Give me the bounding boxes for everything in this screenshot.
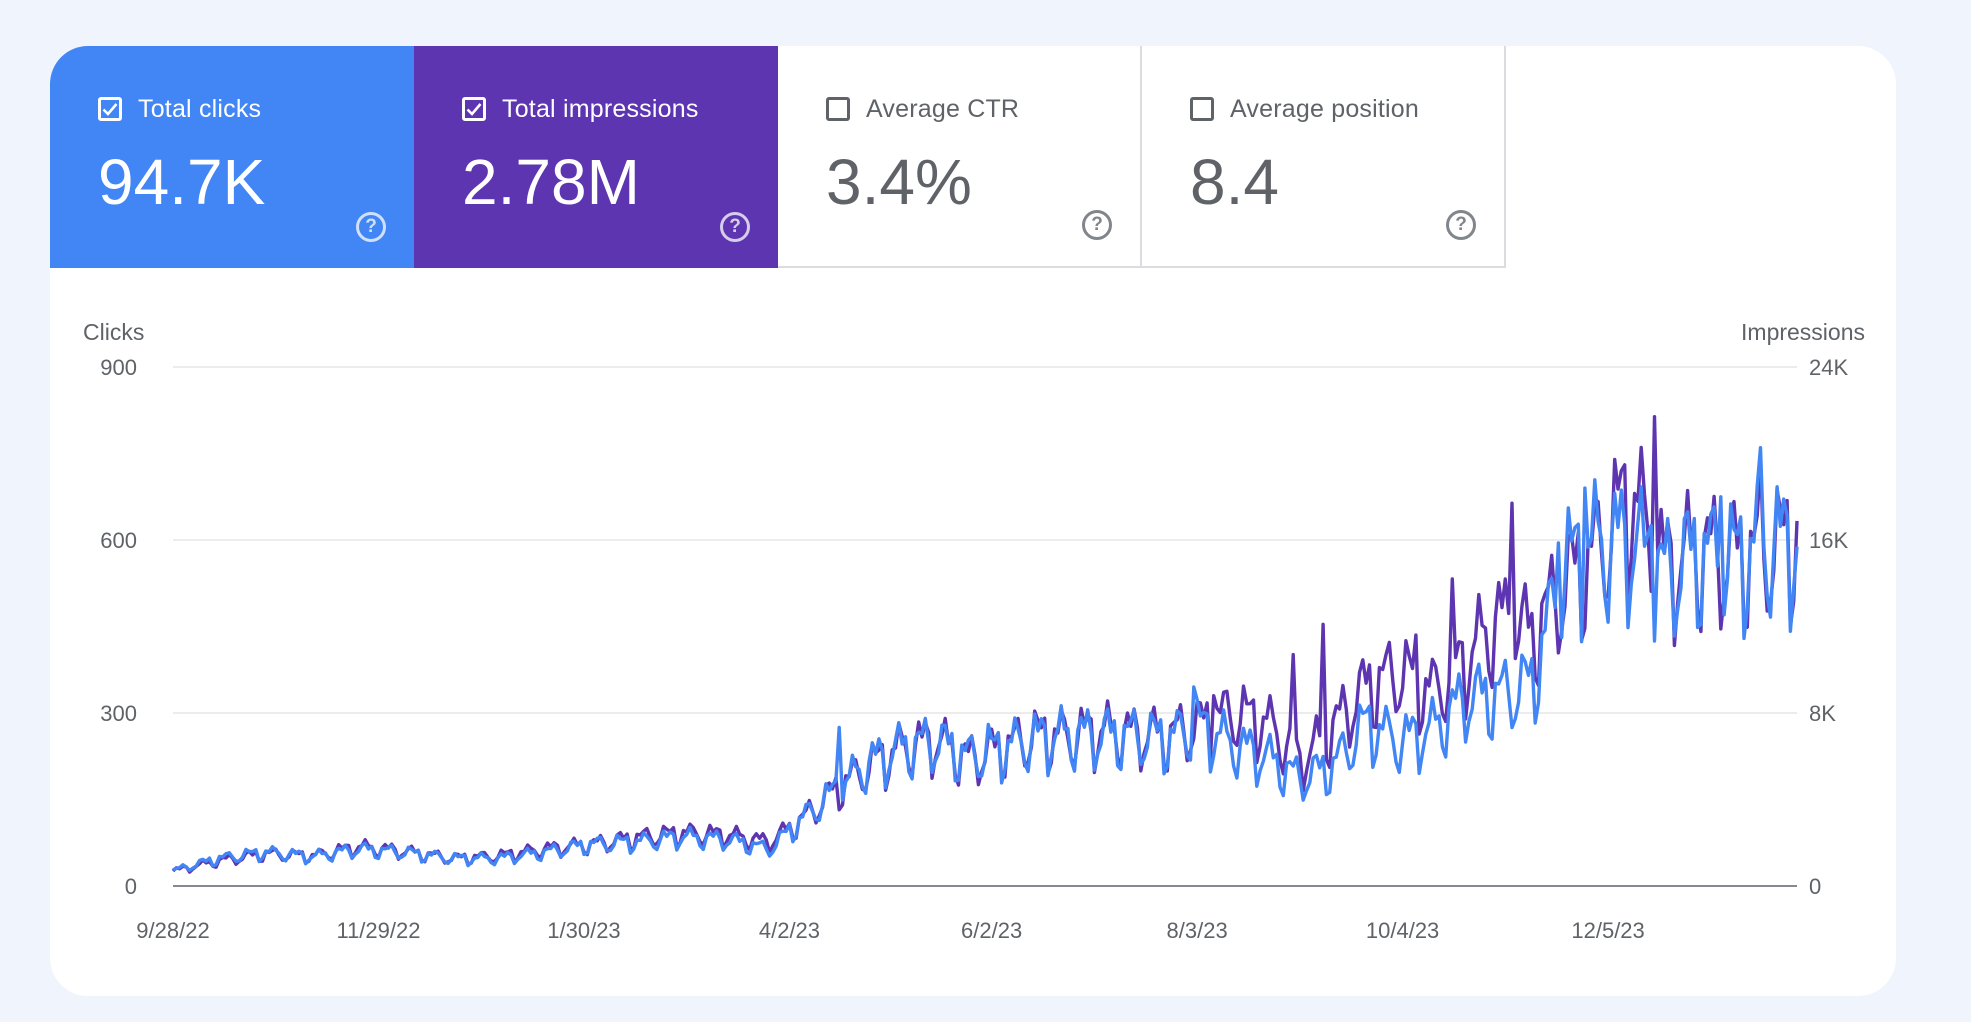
tile-value: 3.4% [826, 146, 972, 218]
help-icon[interactable]: ? [1082, 210, 1112, 240]
clicks-series-line [172, 446, 1799, 873]
checkbox-checked-icon[interactable] [98, 97, 122, 121]
y-tick-right: 16K [1809, 528, 1848, 553]
tile-label: Total clicks [138, 94, 262, 123]
performance-card: Total clicks 94.7K ? Total impressions 2… [50, 46, 1896, 996]
y-ticks-right: 0 8K 16K 24K [1809, 355, 1848, 899]
tile-label: Average position [1230, 94, 1419, 123]
x-tick: 11/29/22 [336, 918, 420, 943]
checkbox-checked-icon[interactable] [462, 97, 486, 121]
tile-label: Average CTR [866, 94, 1020, 123]
x-tick: 6/2/23 [961, 918, 1022, 943]
check-icon [466, 103, 482, 116]
y-tick-left: 0 [125, 874, 137, 899]
tile-average-position[interactable]: Average position 8.4 ? [1142, 46, 1506, 268]
y-tick-right: 24K [1809, 355, 1848, 380]
y-tick-right: 8K [1809, 701, 1836, 726]
x-tick: 9/28/22 [136, 918, 209, 943]
checkbox-unchecked-icon[interactable] [1190, 97, 1214, 121]
x-tick: 1/30/23 [547, 918, 620, 943]
checkbox-unchecked-icon[interactable] [826, 97, 850, 121]
check-icon [102, 103, 118, 116]
y-tick-left: 600 [100, 528, 137, 553]
x-ticks: 9/28/22 11/29/22 1/30/23 4/2/23 6/2/23 8/3/23… [136, 918, 1644, 943]
x-tick: 8/3/23 [1167, 918, 1228, 943]
gridlines [173, 366, 1797, 887]
tile-total-impressions[interactable]: Total impressions 2.78M ? [414, 46, 778, 268]
y-tick-left: 900 [100, 355, 137, 380]
series-lines [171, 415, 1799, 874]
x-tick: 4/2/23 [759, 918, 820, 943]
impressions-series-line [171, 415, 1799, 874]
x-tick: 10/4/23 [1366, 918, 1439, 943]
tile-value: 94.7K [98, 146, 266, 218]
help-icon[interactable]: ? [1446, 210, 1476, 240]
tile-label: Total impressions [502, 94, 699, 123]
tile-value: 8.4 [1190, 146, 1279, 218]
tile-total-clicks[interactable]: Total clicks 94.7K ? [50, 46, 414, 268]
y-axis-left-title: Clicks [83, 319, 144, 345]
tile-average-ctr[interactable]: Average CTR 3.4% ? [778, 46, 1142, 268]
y-tick-right: 0 [1809, 874, 1821, 899]
x-tick: 12/5/23 [1571, 918, 1644, 943]
tile-value: 2.78M [462, 146, 640, 218]
help-icon[interactable]: ? [356, 212, 386, 242]
y-ticks-left: 0 300 600 900 [100, 355, 137, 899]
y-tick-left: 300 [100, 701, 137, 726]
help-icon[interactable]: ? [720, 212, 750, 242]
metric-tiles: Total clicks 94.7K ? Total impressions 2… [50, 46, 1506, 268]
y-axis-right-title: Impressions [1741, 319, 1865, 345]
